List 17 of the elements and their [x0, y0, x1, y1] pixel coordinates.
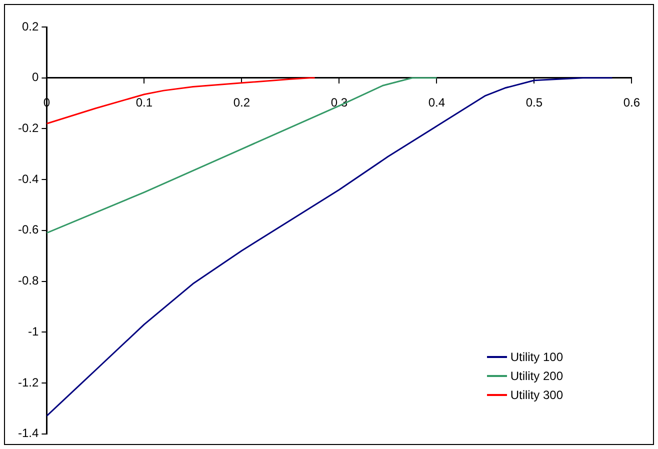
legend-label: Utility 300 [510, 388, 563, 402]
x-tick-label: 0.5 [526, 95, 543, 110]
x-tick-label: 0.1 [136, 95, 153, 110]
y-tick-label: 0.2 [22, 19, 39, 34]
y-tick-label: -1.2 [18, 375, 39, 390]
y-tick-label: -0.4 [18, 172, 39, 186]
y-tick-label: 0 [32, 70, 39, 84]
x-tick-label: 0.6 [623, 95, 640, 110]
y-tick-label: -0.2 [18, 121, 39, 136]
y-tick-label: -0.6 [18, 222, 39, 237]
y-tick-label: -1.4 [18, 426, 39, 440]
y-tick-label: -0.8 [18, 274, 39, 288]
legend-label: Utility 200 [510, 368, 563, 382]
x-tick-label: 0.4 [428, 95, 446, 110]
x-tick-label: 0.2 [233, 95, 250, 110]
legend-label: Utility 100 [510, 350, 563, 364]
y-tick-label: -1 [28, 324, 39, 338]
